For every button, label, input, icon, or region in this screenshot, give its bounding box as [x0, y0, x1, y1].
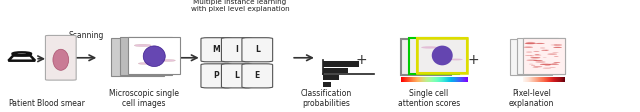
Text: M: M [212, 45, 220, 54]
FancyBboxPatch shape [120, 38, 172, 75]
Text: Scanning: Scanning [68, 31, 104, 40]
FancyBboxPatch shape [409, 39, 459, 74]
Ellipse shape [540, 64, 551, 65]
Ellipse shape [432, 46, 452, 66]
FancyBboxPatch shape [201, 64, 232, 88]
Text: Blood smear: Blood smear [37, 98, 84, 107]
Text: Classification
probabilities: Classification probabilities [301, 88, 352, 107]
Ellipse shape [540, 48, 545, 49]
Ellipse shape [545, 50, 549, 51]
FancyBboxPatch shape [524, 39, 565, 74]
Ellipse shape [541, 50, 548, 51]
FancyBboxPatch shape [524, 39, 565, 74]
Ellipse shape [533, 60, 543, 62]
Ellipse shape [531, 58, 540, 59]
Text: Microscopic single
cell images: Microscopic single cell images [109, 88, 179, 107]
Text: Pixel-level
explanation: Pixel-level explanation [509, 88, 554, 107]
Text: E: E [255, 71, 260, 80]
Ellipse shape [529, 64, 533, 65]
FancyBboxPatch shape [242, 64, 273, 88]
FancyBboxPatch shape [45, 36, 76, 80]
Ellipse shape [525, 43, 536, 44]
FancyBboxPatch shape [221, 38, 252, 62]
Ellipse shape [531, 65, 535, 66]
FancyBboxPatch shape [201, 38, 232, 62]
Ellipse shape [161, 60, 175, 62]
FancyBboxPatch shape [221, 64, 252, 88]
FancyBboxPatch shape [242, 38, 273, 62]
Ellipse shape [138, 63, 151, 65]
Bar [323, 82, 332, 87]
Ellipse shape [553, 47, 562, 48]
Ellipse shape [53, 50, 68, 71]
Text: Multiple instance learning
with pixel level explanation: Multiple instance learning with pixel le… [191, 0, 289, 12]
Ellipse shape [525, 43, 536, 45]
Ellipse shape [554, 45, 562, 46]
Ellipse shape [547, 54, 557, 55]
Ellipse shape [533, 67, 542, 68]
Ellipse shape [543, 68, 551, 69]
Ellipse shape [143, 46, 165, 67]
FancyBboxPatch shape [517, 39, 559, 75]
Ellipse shape [526, 52, 532, 53]
Text: P: P [214, 71, 219, 80]
Ellipse shape [532, 67, 538, 68]
Ellipse shape [548, 64, 559, 65]
Text: I: I [236, 45, 238, 54]
Ellipse shape [554, 63, 561, 64]
FancyBboxPatch shape [417, 38, 467, 74]
Bar [323, 61, 359, 67]
Bar [323, 75, 339, 81]
Text: Single cell
attention scores: Single cell attention scores [397, 88, 460, 107]
Ellipse shape [549, 67, 556, 68]
Text: +: + [356, 52, 367, 66]
FancyBboxPatch shape [128, 37, 180, 75]
Ellipse shape [421, 47, 438, 49]
Ellipse shape [527, 60, 538, 61]
FancyBboxPatch shape [511, 39, 552, 75]
Text: L: L [255, 45, 260, 54]
Ellipse shape [530, 56, 534, 57]
Text: L: L [234, 71, 239, 80]
Ellipse shape [536, 62, 545, 63]
FancyBboxPatch shape [111, 39, 164, 76]
Ellipse shape [534, 55, 541, 56]
Ellipse shape [550, 45, 557, 46]
Ellipse shape [524, 47, 533, 48]
Ellipse shape [535, 44, 545, 45]
Text: Patient: Patient [8, 98, 35, 107]
Bar [323, 68, 348, 74]
Text: +: + [468, 52, 479, 66]
Ellipse shape [450, 59, 463, 61]
Ellipse shape [134, 45, 151, 47]
FancyBboxPatch shape [401, 39, 451, 75]
